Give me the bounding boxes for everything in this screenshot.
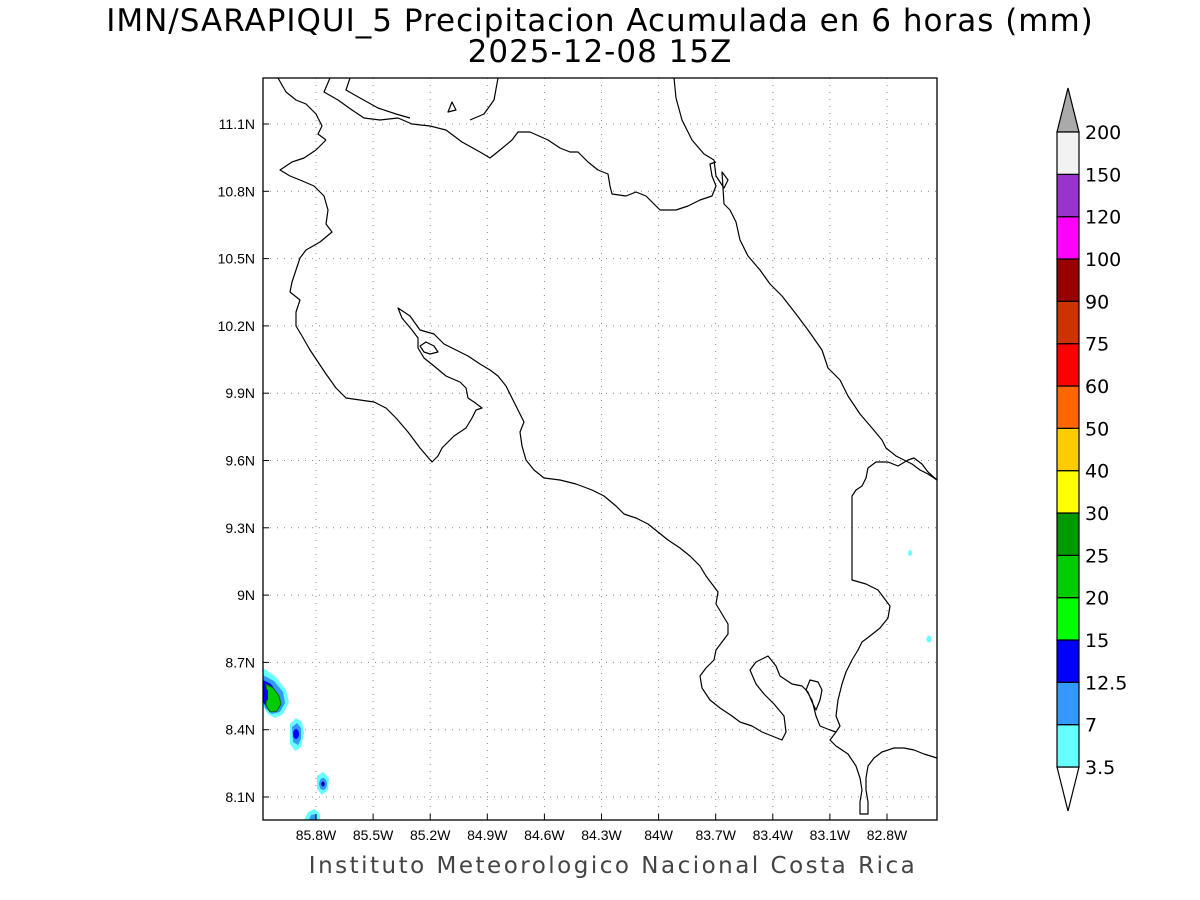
border-panama	[829, 457, 938, 815]
lon-tick-label: 83.1W	[810, 827, 851, 843]
coastlines	[277, 77, 938, 815]
colorbar-label: 120	[1085, 207, 1121, 229]
colorbar-swatch	[1056, 173, 1080, 218]
colorbar-label: 60	[1085, 376, 1109, 398]
lake-shore-east	[469, 77, 499, 121]
colorbar-swatch	[1056, 724, 1080, 768]
lat-tick-label: 10.8N	[218, 183, 255, 199]
coastline-north-lake	[277, 77, 327, 141]
lon-tick-label: 82.8W	[867, 827, 908, 843]
colorbar-swatch	[1056, 216, 1080, 260]
colorbar-label: 25	[1085, 545, 1109, 567]
coastline-north-lake-edge	[323, 77, 717, 211]
colorbar-swatch	[1056, 597, 1080, 641]
colorbar-swatch	[1056, 639, 1080, 683]
lon-tick-label: 85.2W	[410, 827, 451, 843]
colorbar-label: 75	[1085, 334, 1109, 356]
lat-tick-label: 9.6N	[225, 453, 255, 469]
coastline-lake-top	[345, 77, 411, 119]
title-line-1: IMN/SARAPIQUI_5 Precipitacion Acumulada …	[106, 3, 1094, 39]
lat-tick-label: 8.4N	[225, 722, 255, 738]
precip-area-heavy	[293, 729, 299, 739]
colorbar-label: 90	[1085, 291, 1109, 313]
title-line-2: 2025-12-08 15Z	[467, 34, 733, 70]
colorbar-label: 12.5	[1085, 672, 1127, 694]
longitude-ticks: 85.8W 85.5W 85.2W 84.9W 84.6W 84.3W 84W 83.7W 83…	[296, 814, 908, 843]
colorbar-swatch	[1056, 258, 1080, 302]
colorbar-swatch	[1056, 300, 1080, 345]
colorbar-swatch	[1056, 131, 1080, 175]
colorbar-label: 50	[1085, 418, 1109, 440]
colorbar-swatch	[1056, 385, 1080, 429]
lat-tick-label: 9N	[237, 587, 255, 603]
lon-tick-label: 84W	[644, 827, 674, 843]
colorbar-swatch	[1056, 427, 1080, 472]
colorbar: 3.5 7 12.5 15 20 25 30 40 50 60 75 90 100 120 150 200	[1056, 87, 1127, 812]
lat-tick-label: 9.3N	[225, 520, 255, 536]
coastline-caribbean	[673, 77, 938, 481]
lat-tick-label: 11.1N	[219, 116, 255, 132]
lon-tick-label: 84.6W	[524, 827, 565, 843]
precip-area-medium	[309, 814, 317, 820]
precip-area-heavy	[321, 781, 325, 787]
colorbar-label: 7	[1085, 715, 1097, 737]
coastline-osa	[819, 725, 837, 733]
lon-tick-label: 83.7W	[695, 827, 736, 843]
lon-tick-label: 84.3W	[581, 827, 622, 843]
precip-area-darkblue	[263, 688, 268, 701]
colorbar-label: 20	[1085, 588, 1109, 610]
map-frame	[262, 77, 938, 821]
colorbar-swatch	[1056, 512, 1080, 556]
precipitation-contours	[263, 550, 932, 820]
precip-area-light	[908, 550, 912, 556]
lake-arenal	[419, 341, 439, 355]
lat-tick-label: 10.2N	[218, 318, 255, 334]
lat-tick-label: 8.7N	[225, 654, 255, 670]
colorbar-label: 100	[1085, 249, 1121, 271]
colorbar-label: 40	[1085, 461, 1109, 483]
colorbar-swatch	[1056, 554, 1080, 599]
colorbar-bottom-arrow	[1056, 766, 1080, 812]
lon-tick-label: 83.4W	[753, 827, 794, 843]
island-lake	[447, 101, 457, 113]
latitude-ticks: 11.1N 10.8N 10.5N 10.2N 9.9N 9.6N 9.3N 9N 8.7N 8.…	[218, 116, 269, 805]
lon-tick-label: 85.8W	[296, 827, 337, 843]
lat-tick-label: 10.5N	[218, 251, 255, 267]
coastline-pacific-north	[279, 139, 823, 741]
lat-tick-label: 9.9N	[225, 385, 255, 401]
colorbar-label: 30	[1085, 503, 1109, 525]
colorbar-swatch	[1056, 681, 1080, 726]
lon-tick-label: 84.9W	[467, 827, 508, 843]
colorbar-swatch	[1056, 470, 1080, 514]
colorbar-label: 150	[1085, 164, 1121, 186]
lon-tick-label: 85.5W	[353, 827, 394, 843]
credit-text: Instituto Meteorologico Nacional Costa R…	[308, 853, 918, 879]
colorbar-label: 15	[1085, 630, 1109, 652]
colorbar-top-arrow	[1056, 87, 1080, 133]
graticule	[263, 78, 937, 820]
lat-tick-label: 8.1N	[225, 789, 255, 805]
colorbar-swatch	[1056, 343, 1080, 387]
precip-area-light	[926, 635, 932, 643]
colorbar-label: 200	[1085, 122, 1121, 144]
colorbar-label: 3.5	[1085, 757, 1115, 779]
